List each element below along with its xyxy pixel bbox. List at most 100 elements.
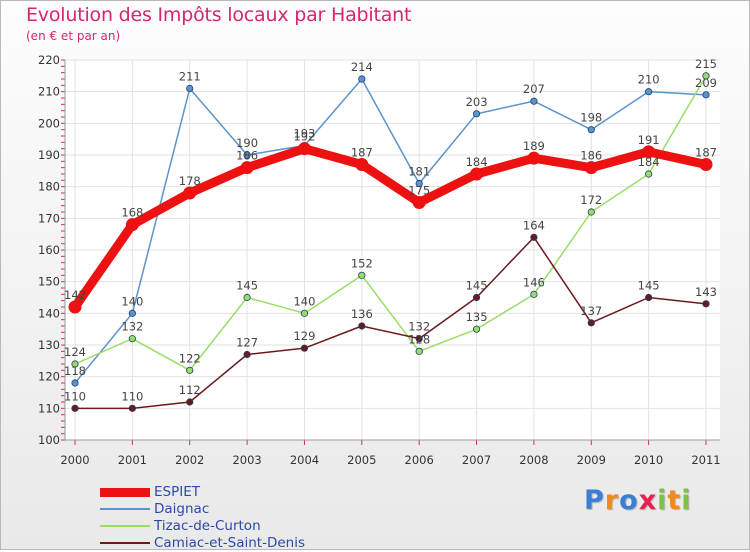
data-point	[243, 293, 251, 302]
data-point	[358, 75, 366, 83]
data-label: 127	[236, 336, 258, 350]
x-tick-label: 2001	[118, 453, 147, 467]
data-point	[702, 72, 710, 80]
data-label: 214	[351, 60, 373, 74]
data-label: 181	[408, 165, 430, 179]
y-tick-label: 100	[38, 433, 60, 447]
series-tizac-de-curton	[71, 72, 710, 374]
logo-letter: x	[638, 485, 658, 516]
series-daignac	[71, 75, 710, 387]
y-tick-label: 140	[38, 306, 60, 320]
series-line	[74, 78, 707, 384]
data-label: 140	[121, 294, 143, 308]
legend-swatch	[100, 542, 150, 544]
data-label: 132	[408, 320, 430, 334]
data-point	[472, 325, 481, 333]
data-label: 178	[179, 174, 201, 188]
series-espiet	[68, 142, 713, 314]
data-label: 112	[179, 383, 201, 397]
data-point	[412, 196, 426, 209]
x-tick-label: 2006	[405, 453, 434, 467]
data-label: 118	[64, 364, 86, 378]
data-label: 110	[64, 389, 86, 403]
data-label: 110	[121, 389, 143, 403]
data-point	[702, 91, 710, 99]
data-point	[587, 126, 595, 134]
legend-label: Tizac-de-Curton	[154, 518, 261, 534]
data-point	[243, 350, 251, 359]
data-label: 145	[466, 279, 488, 293]
data-point	[128, 404, 136, 412]
data-point	[645, 293, 653, 302]
data-point	[584, 161, 598, 175]
data-point	[300, 309, 309, 317]
data-point	[71, 360, 79, 368]
data-point	[530, 233, 538, 241]
x-tick-label: 2010	[634, 453, 663, 467]
x-tick-label: 2008	[519, 453, 548, 467]
labels-daignac: 118 140 211 190 193 214 181 203 207 198 210 209	[64, 60, 717, 378]
x-tick-label: 2011	[691, 453, 720, 467]
data-label: 164	[523, 218, 545, 232]
legend-label: Daignac	[154, 501, 210, 517]
data-label: 136	[351, 307, 373, 321]
x-tick-label: 2009	[577, 453, 606, 467]
data-label: 211	[179, 70, 201, 84]
data-label: 137	[580, 304, 602, 318]
data-label: 210	[638, 73, 660, 87]
data-label: 184	[466, 155, 488, 169]
data-label: 215	[695, 57, 717, 71]
data-label: 193	[293, 127, 315, 141]
y-tick-label: 190	[38, 148, 60, 162]
data-point	[128, 335, 136, 343]
chart-subtitle: (en € et par an)	[26, 29, 121, 43]
data-label: 135	[466, 310, 488, 324]
data-label: 203	[466, 95, 488, 109]
data-point	[243, 151, 251, 159]
data-point	[699, 158, 713, 171]
data-point	[472, 110, 481, 118]
data-point	[358, 322, 366, 330]
data-point	[240, 161, 254, 175]
data-point	[587, 208, 595, 216]
logo-letter: i	[681, 485, 692, 516]
data-point	[128, 309, 136, 317]
legend-swatch	[100, 508, 150, 510]
data-label: 172	[580, 193, 602, 207]
data-label: 191	[638, 133, 660, 147]
y-tick-label: 210	[38, 85, 60, 99]
data-point	[358, 271, 366, 279]
data-point	[183, 186, 197, 200]
data-label: 124	[64, 345, 86, 359]
data-label: 142	[64, 288, 86, 302]
logo-letter: i	[657, 485, 668, 516]
x-tick-label: 2002	[175, 453, 204, 467]
x-tick-label: 2005	[347, 453, 376, 467]
data-label: 128	[408, 332, 430, 346]
y-tick-label: 110	[38, 401, 60, 415]
data-point	[527, 151, 541, 165]
data-label: 190	[236, 136, 258, 150]
data-label: 187	[695, 146, 717, 160]
data-label: 175	[408, 184, 430, 198]
data-label: 209	[695, 76, 717, 90]
data-label: 187	[351, 146, 373, 160]
y-tick-label: 130	[38, 338, 60, 352]
data-label: 184	[638, 155, 660, 169]
data-point	[702, 300, 710, 308]
chart-title: Evolution des Impôts locaux par Habitant	[26, 4, 412, 26]
data-point	[186, 398, 194, 406]
x-tick-label: 2007	[462, 453, 491, 467]
y-tick-label: 220	[38, 53, 60, 67]
data-point	[186, 84, 194, 93]
data-point	[297, 142, 311, 156]
data-label: 129	[293, 329, 315, 343]
data-point	[68, 300, 82, 314]
legend-swatch	[100, 487, 150, 497]
series-camiac-et-saint-denis	[71, 233, 710, 412]
x-tick-label: 2003	[232, 453, 261, 467]
data-point	[642, 145, 656, 159]
labels-espiet: 142 168 178 186 192 187 175 184 189 186 191 187	[64, 130, 717, 302]
y-tick-label: 170	[38, 211, 60, 225]
